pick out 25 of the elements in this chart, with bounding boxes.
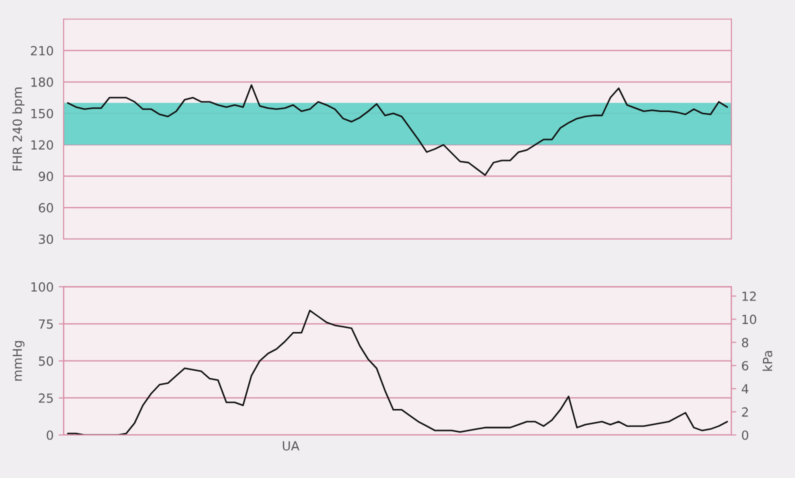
- y-axis-title: FHR 240 bpm: [12, 88, 24, 170]
- y-tick-label: 0: [46, 430, 54, 440]
- y-tick-label: 120: [31, 140, 54, 150]
- y2-tick-label: 10: [742, 314, 756, 324]
- line-series: [67, 310, 728, 435]
- y-tick-label: 180: [31, 77, 54, 87]
- y-axis-title: mmHg: [12, 341, 24, 381]
- text: UA: [282, 441, 300, 451]
- y-tick-label: 75: [38, 319, 53, 329]
- y-tick-label: 25: [38, 393, 53, 403]
- y-tick-label: 30: [38, 234, 54, 244]
- y2-axis-title: kPa: [762, 351, 772, 371]
- y-tick-label: 210: [30, 46, 54, 56]
- y2-tick-label: 12: [742, 292, 756, 301]
- y-tick-label: 90: [38, 172, 54, 182]
- y-tick-label: 150: [31, 108, 54, 118]
- y-tick-label: 100: [31, 282, 54, 292]
- y2-tick-label: 2: [742, 407, 748, 417]
- y2-tick-label: 0: [742, 430, 748, 440]
- y2-tick-label: 6: [742, 360, 748, 370]
- y-tick-label: 50: [38, 356, 54, 366]
- line-series: [67, 84, 728, 176]
- y2-tick-label: 4: [742, 384, 748, 394]
- y2-tick-label: 8: [742, 338, 748, 348]
- y-tick-label: 60: [38, 203, 54, 213]
